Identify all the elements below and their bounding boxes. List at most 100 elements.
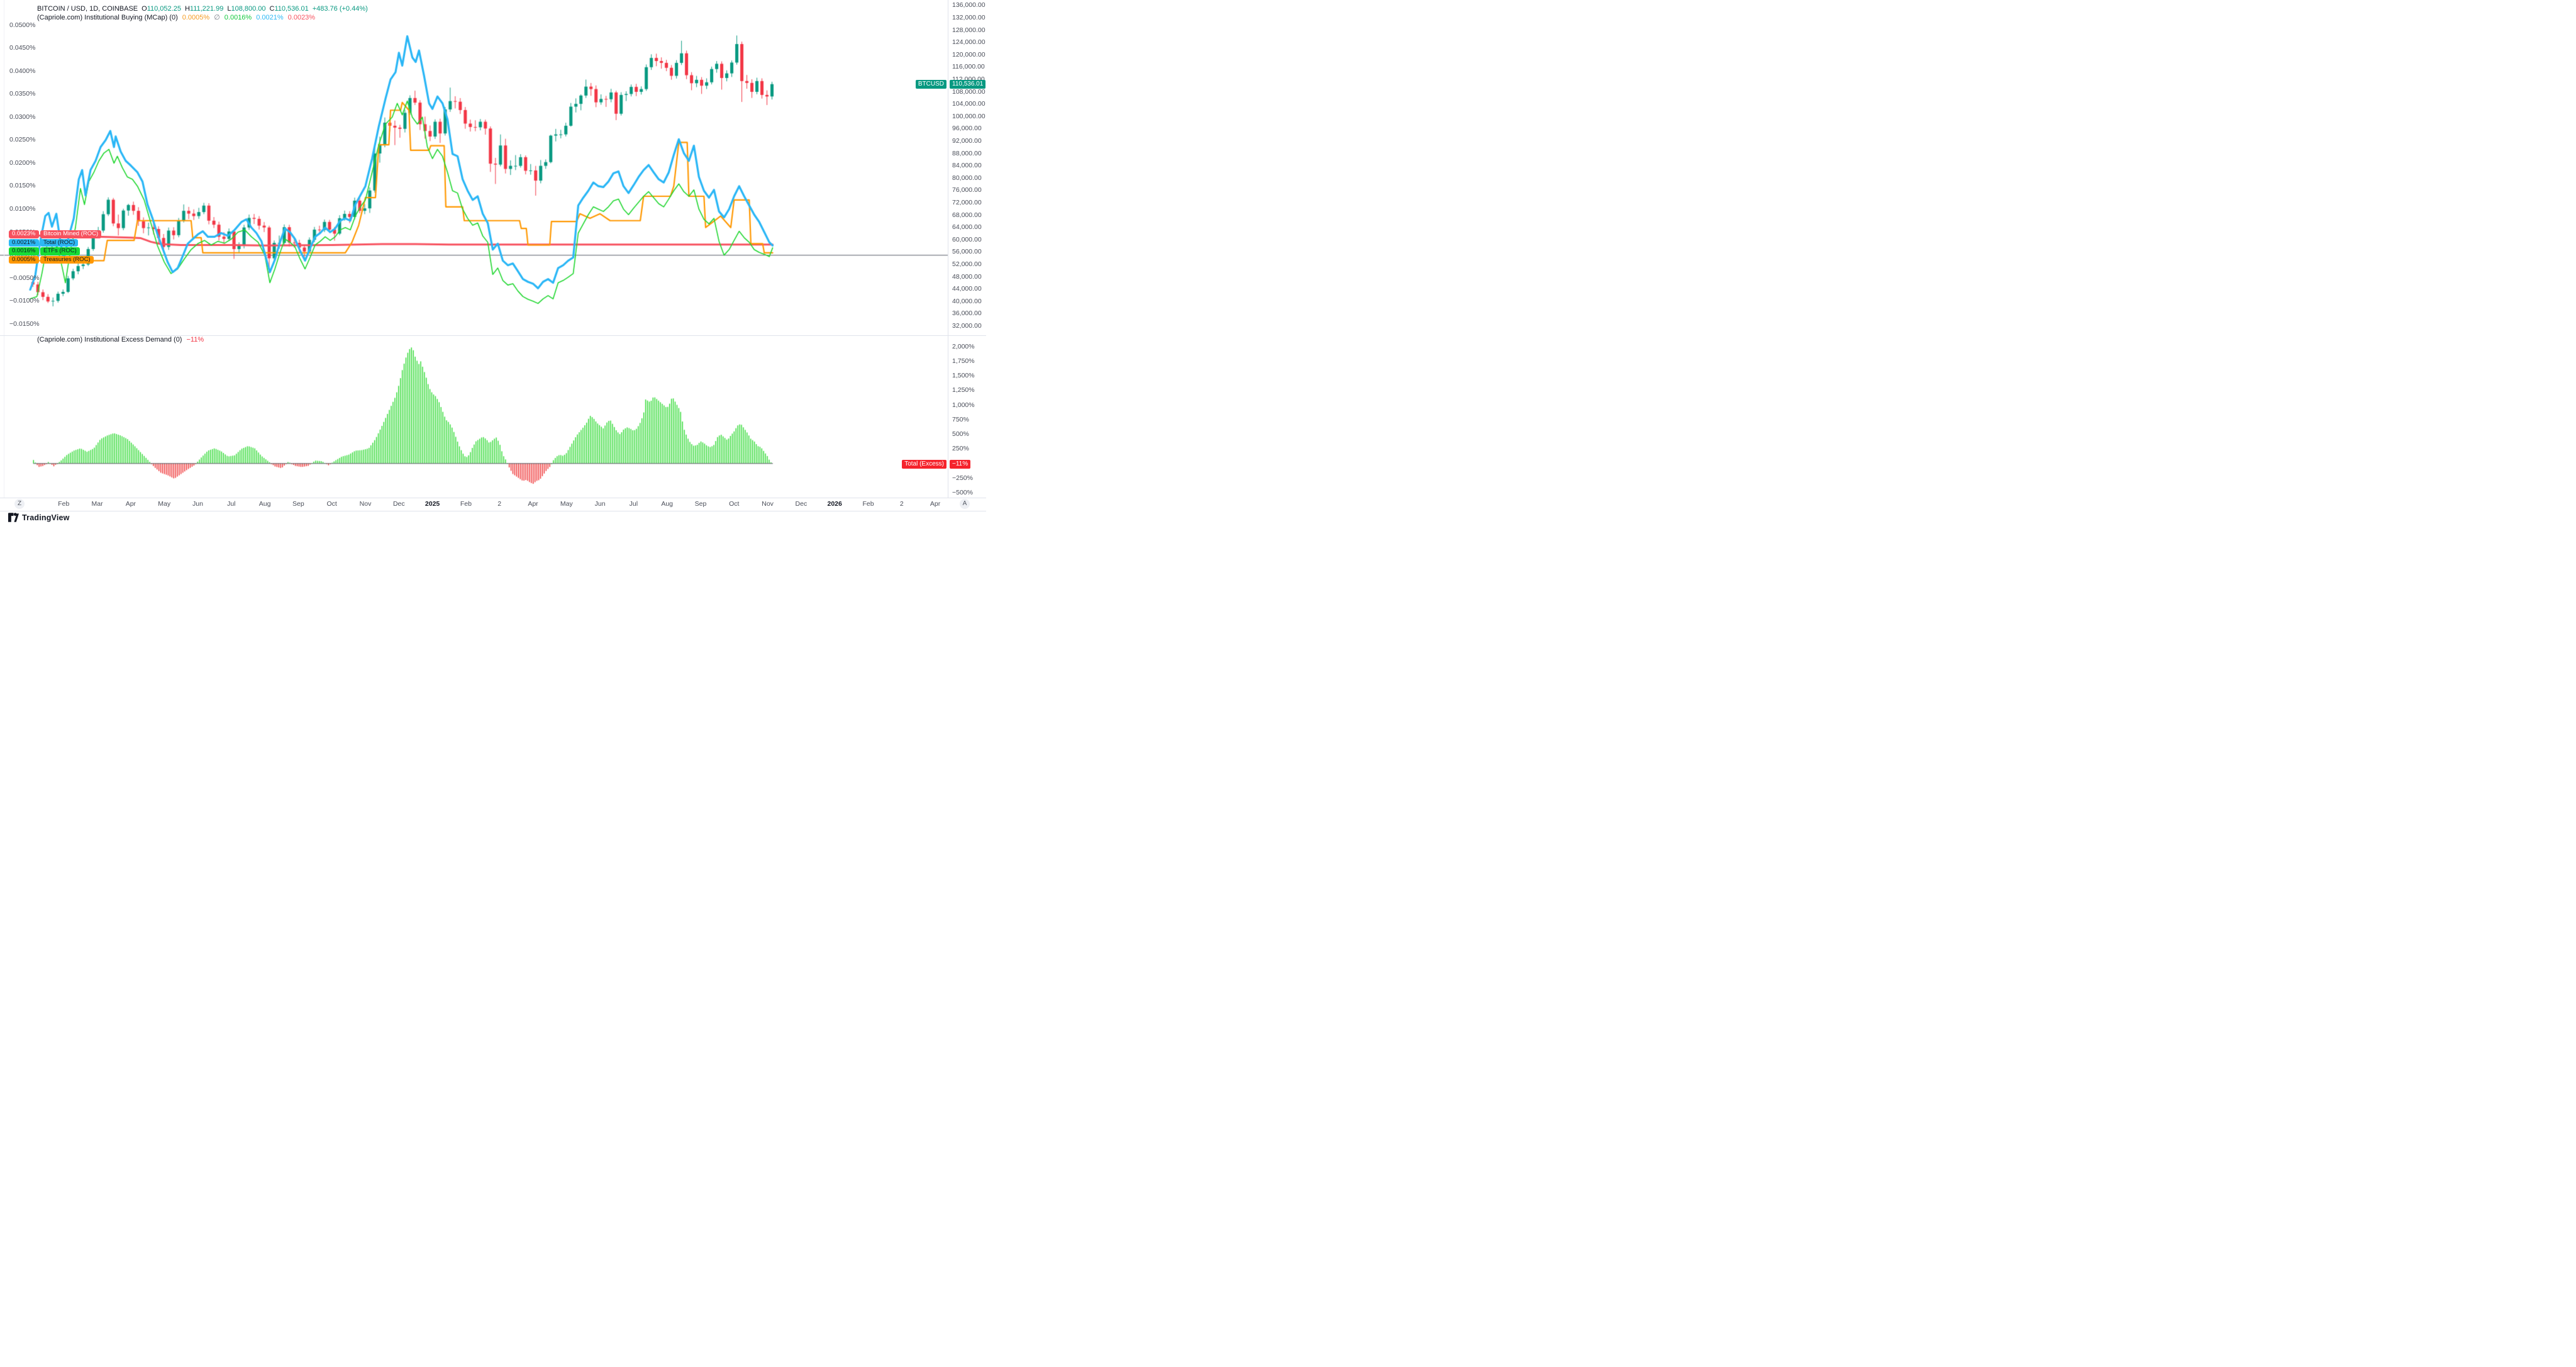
indicator-header-value: 0.0023%: [287, 14, 316, 21]
right-axis-label: 64,000.00: [952, 223, 982, 232]
lower-right-axis-label: −500%: [952, 488, 973, 496]
right-axis-label: 108,000.00: [952, 87, 985, 96]
excess-demand-label: Total (Excess): [902, 459, 947, 469]
tradingview-logo-icon: [8, 513, 22, 522]
indicator-value-chip: 0.0016%: [9, 247, 39, 255]
left-axis-label: 0.0500%: [9, 21, 36, 29]
left-axis-label: 0.0250%: [9, 136, 36, 144]
right-axis-label: 56,000.00: [952, 248, 982, 256]
time-axis-label: Feb: [862, 500, 874, 508]
ohlc-value: 110,052.25: [147, 5, 181, 13]
right-axis-label: 104,000.00: [952, 100, 985, 108]
time-axis-label: Dec: [392, 500, 405, 508]
right-axis-label: 84,000.00: [952, 162, 982, 170]
indicator-header-value: 0.0005%: [182, 14, 210, 21]
time-axis-label: Jun: [192, 500, 203, 508]
lower-right-axis-label: 2,000%: [952, 342, 975, 350]
right-axis-label: 36,000.00: [952, 310, 982, 318]
indicator-name-chip: Total (ROC): [40, 238, 79, 247]
ohlc-key: L108,800.00: [227, 5, 266, 13]
indicator-label-row: 0.0005% Treasuries (ROC): [9, 255, 101, 264]
time-axis-label: Oct: [729, 500, 740, 508]
pane-divider[interactable]: [0, 335, 986, 336]
time-axis-marker-a[interactable]: A: [960, 499, 970, 509]
ohlc-value: 110,536.01: [274, 5, 309, 13]
left-axis-label: 0.0450%: [9, 44, 36, 52]
right-axis-label: 76,000.00: [952, 186, 982, 194]
right-axis-label: 72,000.00: [952, 198, 982, 206]
chart-canvas[interactable]: [0, 0, 986, 523]
left-axis-label: 0.0350%: [9, 90, 36, 98]
left-axis-label: −0.0150%: [9, 320, 40, 328]
left-axis-label: −0.0100%: [9, 297, 40, 305]
right-axis-label: 60,000.00: [952, 235, 982, 243]
indicator-value-chip: 0.0023%: [9, 230, 39, 238]
right-axis-label: 48,000.00: [952, 272, 982, 281]
lower-right-axis-label: −250%: [952, 474, 973, 482]
indicator-label-row: 0.0016% ETFs (ROC): [9, 247, 101, 255]
time-axis-label: Apr: [125, 500, 136, 508]
lower-right-axis-label: 1,750%: [952, 357, 975, 365]
right-axis-label: 92,000.00: [952, 137, 982, 145]
right-axis-label: 32,000.00: [952, 321, 982, 330]
indicator-name-chip: Bitcoin Mined (ROC): [40, 230, 102, 238]
lower-right-axis-label: 750%: [952, 415, 969, 423]
symbol-status-line[interactable]: BITCOIN / USD, 1D, COINBASE O110,052.25 H1…: [37, 5, 368, 13]
indicator-status-line[interactable]: (Capriole.com) Institutional Buying (MCa…: [37, 14, 368, 22]
right-axis-label: 44,000.00: [952, 285, 982, 293]
right-axis-label: 136,000.00: [952, 1, 985, 9]
right-axis-label: 68,000.00: [952, 211, 982, 219]
indicator-label-row: 0.0021% Total (ROC): [9, 238, 101, 247]
symbol-price-axis-value: 110,536.01: [950, 79, 986, 89]
lower-right-axis-label: 500%: [952, 430, 969, 438]
symbol-title[interactable]: BITCOIN / USD, 1D, COINBASE: [37, 5, 138, 13]
time-axis-label: Sep: [694, 500, 707, 508]
indicator-value-chip: 0.0005%: [9, 255, 39, 264]
time-axis-label: Feb: [460, 500, 472, 508]
ohlc-value: 111,221.99: [189, 5, 224, 13]
left-axis-label: −0.0050%: [9, 274, 40, 282]
ohlc-key: H111,221.99: [184, 5, 224, 13]
ohlc-key: O110,052.25: [142, 5, 181, 13]
time-axis-marker-z[interactable]: Z: [14, 499, 25, 509]
right-axis-label: 116,000.00: [952, 63, 985, 71]
time-axis-label: May: [158, 500, 171, 508]
right-axis-label: 88,000.00: [952, 149, 982, 157]
lower-pane-indicator-title[interactable]: (Capriole.com) Institutional Excess Dema…: [37, 336, 182, 343]
time-axis-label: Apr: [528, 500, 538, 508]
time-scale[interactable]: Feb Mar Apr May Jun Jul Aug Sep Oct Nov Dec 2025 Feb…: [0, 498, 986, 511]
right-axis-label: 96,000.00: [952, 125, 982, 133]
right-axis-label: 128,000.00: [952, 26, 985, 34]
indicator-name-chip: Treasuries (ROC): [40, 255, 94, 264]
price-change: +483.76 (+0.44%): [312, 5, 368, 13]
footer: TradingView: [0, 511, 986, 523]
left-axis-label: 0.0150%: [9, 182, 36, 190]
indicator-title[interactable]: (Capriole.com) Institutional Buying (MCa…: [37, 14, 178, 21]
left-axis-label: 0.0100%: [9, 204, 36, 213]
time-axis-label: Oct: [326, 500, 337, 508]
chart-legend-header: BITCOIN / USD, 1D, COINBASE O110,052.25 H1…: [37, 5, 368, 23]
lower-right-axis-label: 1,000%: [952, 401, 975, 409]
lower-pane-title[interactable]: (Capriole.com) Institutional Excess Dema…: [37, 336, 204, 343]
indicator-label-row: 0.0023% Bitcoin Mined (ROC): [9, 230, 102, 238]
ohlc-value: 108,800.00: [231, 5, 266, 13]
time-axis-label: Jun: [594, 500, 606, 508]
right-axis-label: 40,000.00: [952, 297, 982, 305]
right-axis-label: 80,000.00: [952, 174, 982, 182]
symbol-price-label: BTCUSD: [915, 79, 947, 89]
lower-right-axis-label: 1,500%: [952, 372, 975, 380]
left-axis-label: 0.0400%: [9, 67, 36, 75]
time-axis-label: Dec: [795, 500, 808, 508]
time-axis-label: Nov: [359, 500, 372, 508]
indicator-name-chip: ETFs (ROC): [40, 247, 80, 255]
tradingview-logo[interactable]: TradingView: [8, 513, 70, 522]
right-axis-label: 120,000.00: [952, 50, 985, 59]
time-axis-label: Feb: [58, 500, 70, 508]
time-axis-label: 2: [899, 500, 904, 508]
ohlc-key: C110,536.01: [269, 5, 309, 13]
time-axis-label: 2026: [827, 500, 842, 508]
left-axis-label: 0.0300%: [9, 113, 36, 121]
indicator-header-value: ∅: [214, 14, 220, 21]
indicator-header-value: 0.0016%: [224, 14, 252, 21]
time-axis-label: Aug: [661, 500, 674, 508]
